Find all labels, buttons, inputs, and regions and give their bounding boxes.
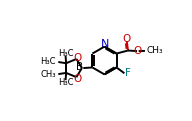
Text: CH₃: CH₃ bbox=[41, 70, 56, 79]
Text: N: N bbox=[100, 39, 109, 49]
Text: O: O bbox=[123, 34, 131, 44]
Text: H₃C: H₃C bbox=[58, 49, 73, 58]
Text: F: F bbox=[125, 68, 131, 78]
Text: O: O bbox=[73, 53, 81, 63]
Text: B: B bbox=[76, 62, 83, 72]
Text: CH₃: CH₃ bbox=[147, 46, 163, 55]
Text: O: O bbox=[134, 46, 142, 56]
Text: H₃C: H₃C bbox=[58, 78, 73, 87]
Text: O: O bbox=[73, 74, 81, 84]
Text: H₃C: H₃C bbox=[41, 57, 56, 66]
